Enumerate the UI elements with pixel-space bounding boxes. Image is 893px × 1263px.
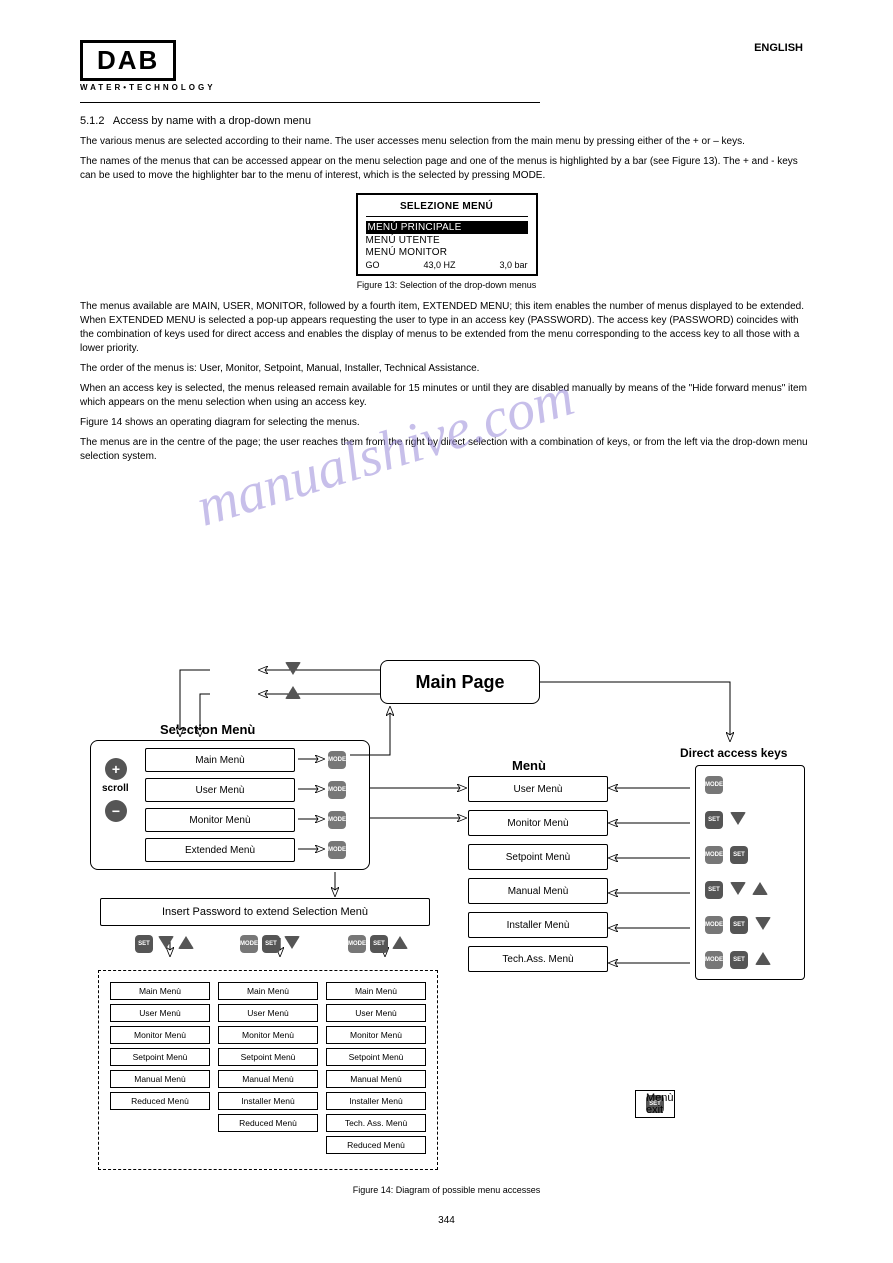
paragraph-5: When an access key is selected, the menu… <box>80 382 813 410</box>
set-key-icon: SET <box>135 935 153 953</box>
menu-label: Menù <box>512 758 546 773</box>
section-number: 5.1.2 <box>80 115 104 127</box>
list-item: Reduced Menù <box>326 1136 426 1154</box>
list-col-1: Main Menù User Menù Monitor Menù Setpoint M… <box>110 980 210 1112</box>
lcd-hz: 43,0 HZ <box>423 260 455 270</box>
menu-item-installer: Installer Menù <box>468 912 608 938</box>
menu-item-setpoint: Setpoint Menù <box>468 844 608 870</box>
direct-keys-label: Direct access keys <box>680 746 787 760</box>
figure14-caption: Figure 14: Diagram of possible menu acce… <box>80 1185 813 1195</box>
list-item: Main Menù <box>326 982 426 1000</box>
list-item: User Menù <box>110 1004 210 1022</box>
list-item: Main Menù <box>218 982 318 1000</box>
lcd-title: SELEZIONE MENÚ <box>366 201 528 212</box>
lcd-figure: SELEZIONE MENÚ MENÚ PRINCIPALE MENÚ UTEN… <box>80 193 813 276</box>
mode-key-icon: MODE <box>240 935 258 953</box>
list-item: Installer Menù <box>326 1092 426 1110</box>
mode-key-icon: MODE <box>705 776 723 794</box>
menu-item-monitor: Monitor Menù <box>468 810 608 836</box>
list-item: User Menù <box>218 1004 318 1022</box>
list-item: Manual Menù <box>110 1070 210 1088</box>
mode-key-icon: MODE <box>348 935 366 953</box>
figure13-caption: Figure 13: Selection of the drop-down me… <box>80 280 813 290</box>
lcd-divider <box>366 216 528 217</box>
page-number: 344 <box>80 1215 813 1226</box>
list-item: Manual Menù <box>218 1070 318 1088</box>
list-item: Setpoint Menù <box>110 1048 210 1066</box>
set-key-icon: SET <box>370 935 388 953</box>
list-col-2: Main Menù User Menù Monitor Menù Setpoint M… <box>218 980 318 1134</box>
plus-triangle-icon <box>752 882 768 895</box>
mode-key-icon: MODE <box>705 846 723 864</box>
set-key-icon: SET <box>730 846 748 864</box>
list-item: User Menù <box>326 1004 426 1022</box>
set-key-icon: SET <box>705 811 723 829</box>
logo-subtitle: WATER•TECHNOLOGY <box>80 83 813 92</box>
minus-triangle-icon <box>285 662 301 675</box>
section-title-text: Access by name with a drop-down menu <box>113 115 311 127</box>
menu-exit-label: Menù exit <box>646 1092 674 1116</box>
set-key-icon: SET <box>705 881 723 899</box>
menu-item-user: User Menù <box>468 776 608 802</box>
set-key-icon: SET <box>730 916 748 934</box>
password-box: Insert Password to extend Selection Menù <box>100 898 430 926</box>
set-key-icon: SET <box>262 935 280 953</box>
list-item: Main Menù <box>110 982 210 1000</box>
list-item: Reduced Menù <box>218 1114 318 1132</box>
plus-triangle-icon <box>285 686 301 699</box>
list-item: Reduced Menù <box>110 1092 210 1110</box>
menu-exit-box: SET Menù exit <box>635 1090 675 1118</box>
logo-text: DAB <box>80 40 176 81</box>
header-divider <box>80 102 540 103</box>
menu-item-techass: Tech.Ass. Menù <box>468 946 608 972</box>
lcd-row-selected: MENÚ PRINCIPALE <box>366 221 528 234</box>
mode-key-icon: MODE <box>705 951 723 969</box>
lcd-state: GO <box>366 260 380 270</box>
list-item: Setpoint Menù <box>326 1048 426 1066</box>
list-item: Tech. Ass. Menù <box>326 1114 426 1132</box>
list-item: Setpoint Menù <box>218 1048 318 1066</box>
minus-triangle-icon <box>284 936 300 949</box>
plus-triangle-icon <box>755 952 771 965</box>
minus-triangle-icon <box>730 882 746 895</box>
menu-diagram: Main Page Selection Menù + scroll − Main… <box>80 660 820 1220</box>
lcd-screen: SELEZIONE MENÚ MENÚ PRINCIPALE MENÚ UTEN… <box>356 193 538 276</box>
paragraph-2: The names of the menus that can be acces… <box>80 155 813 183</box>
plus-triangle-icon <box>392 936 408 949</box>
list-item: Manual Menù <box>326 1070 426 1088</box>
lcd-bar: 3,0 bar <box>499 260 527 270</box>
paragraph-3: The menus available are MAIN, USER, MONI… <box>80 300 813 356</box>
direct-keys-panel <box>695 765 805 980</box>
mode-key-icon: MODE <box>705 916 723 934</box>
lcd-row: MENÚ MONITOR <box>366 247 528 258</box>
lcd-status-row: GO 43,0 HZ 3,0 bar <box>366 260 528 270</box>
paragraph-4: The order of the menus is: User, Monitor… <box>80 362 813 376</box>
list-col-3: Main Menù User Menù Monitor Menù Setpoint M… <box>326 980 426 1156</box>
set-key-icon: SET <box>730 951 748 969</box>
header-language: ENGLISH <box>754 42 803 54</box>
list-item: Monitor Menù <box>326 1026 426 1044</box>
section-heading: 5.1.2 Access by name with a drop-down me… <box>80 115 813 127</box>
list-item: Installer Menù <box>218 1092 318 1110</box>
plus-triangle-icon <box>178 936 194 949</box>
minus-triangle-icon <box>158 936 174 949</box>
paragraph-7: The menus are in the centre of the page;… <box>80 436 813 464</box>
minus-triangle-icon <box>730 812 746 825</box>
paragraph-6: Figure 14 shows an operating diagram for… <box>80 416 813 430</box>
minus-triangle-icon <box>755 917 771 930</box>
lcd-row: MENÚ UTENTE <box>366 235 528 246</box>
paragraph-1: The various menus are selected according… <box>80 135 813 149</box>
logo-block: DAB WATER•TECHNOLOGY <box>80 40 813 92</box>
menu-item-manual: Manual Menù <box>468 878 608 904</box>
list-item: Monitor Menù <box>110 1026 210 1044</box>
list-item: Monitor Menù <box>218 1026 318 1044</box>
